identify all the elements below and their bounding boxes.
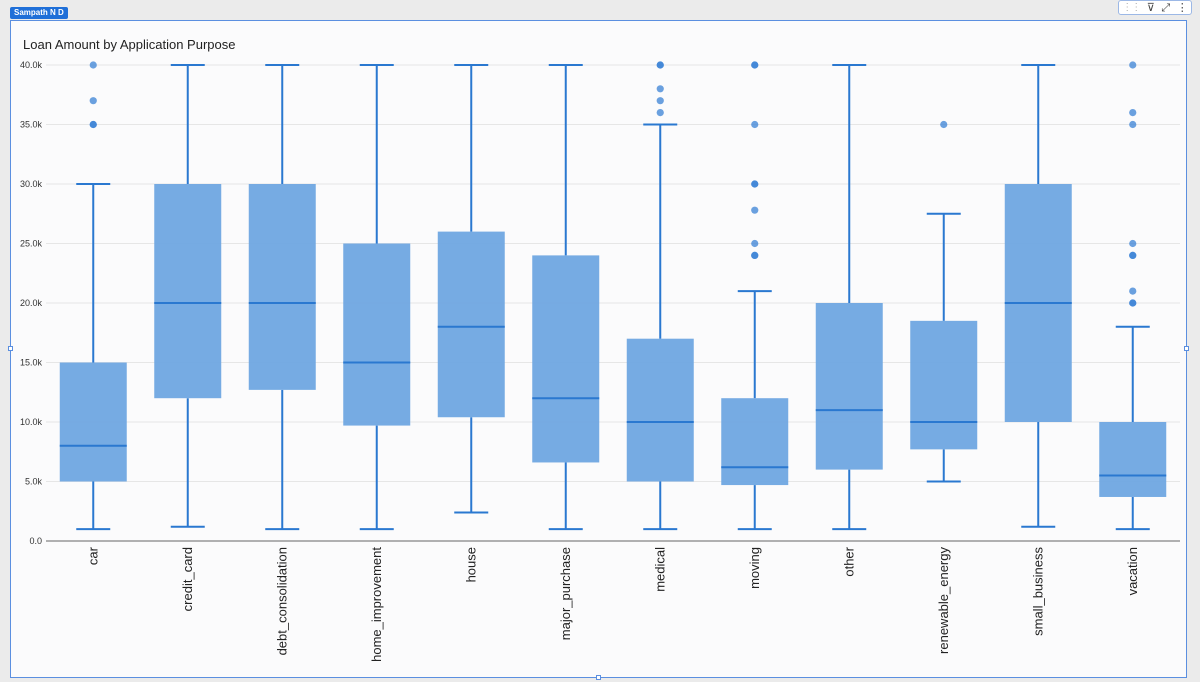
box-moving bbox=[721, 61, 789, 531]
box-body bbox=[815, 303, 883, 470]
outlier-point bbox=[89, 97, 97, 105]
outlier-point bbox=[1129, 109, 1137, 117]
outlier-point bbox=[656, 61, 664, 69]
outlier-point bbox=[656, 97, 664, 105]
outlier-point bbox=[751, 61, 759, 69]
widget-toolbar: ⋮⋮ ⊽ ⤢ ⋮ bbox=[1118, 0, 1192, 15]
outlier-point bbox=[1129, 251, 1137, 259]
y-tick-label: 10.0k bbox=[20, 417, 43, 427]
box-body bbox=[626, 338, 694, 482]
box-house bbox=[437, 64, 505, 514]
x-tick-label: vacation bbox=[1125, 547, 1140, 595]
x-tick-label: house bbox=[463, 547, 478, 582]
outlier-point bbox=[751, 206, 759, 214]
box-body bbox=[721, 398, 789, 486]
x-tick-label: home_improvement bbox=[369, 547, 384, 662]
y-tick-label: 25.0k bbox=[20, 239, 43, 249]
box-car bbox=[59, 61, 127, 531]
box-body bbox=[1099, 422, 1167, 497]
drag-handle-icon[interactable]: ⋮⋮ bbox=[1122, 1, 1141, 13]
outlier-point bbox=[751, 239, 759, 248]
filter-icon[interactable]: ⊽ bbox=[1146, 1, 1155, 14]
outlier-point bbox=[940, 120, 948, 129]
y-tick-label: 20.0k bbox=[20, 298, 43, 308]
box-other bbox=[815, 64, 883, 531]
box-body bbox=[910, 320, 978, 450]
x-tick-label: moving bbox=[747, 547, 762, 589]
y-tick-label: 35.0k bbox=[20, 120, 43, 130]
outlier-point bbox=[1129, 120, 1137, 129]
outlier-point bbox=[1129, 299, 1137, 307]
y-tick-label: 5.0k bbox=[25, 477, 43, 487]
author-tag: Sampath N D bbox=[10, 7, 68, 19]
box-body bbox=[343, 243, 411, 426]
x-tick-label: other bbox=[841, 546, 856, 576]
x-tick-label: medical bbox=[652, 547, 667, 592]
x-tick-label: car bbox=[85, 546, 100, 565]
box-small_business bbox=[1004, 64, 1072, 528]
y-tick-label: 0.0 bbox=[29, 536, 42, 546]
box-body bbox=[248, 184, 316, 390]
box-medical bbox=[626, 61, 694, 531]
y-tick-label: 30.0k bbox=[20, 179, 43, 189]
box-debt_consolidation bbox=[248, 64, 316, 531]
outlier-point bbox=[1129, 61, 1137, 69]
y-tick-label: 15.0k bbox=[20, 358, 43, 368]
outlier-point bbox=[1129, 287, 1137, 295]
outlier-point bbox=[656, 85, 664, 93]
expand-icon[interactable]: ⤢ bbox=[1161, 1, 1171, 14]
chart-title: Loan Amount by Application Purpose bbox=[23, 37, 236, 52]
outlier-point bbox=[89, 120, 97, 129]
outlier-point bbox=[89, 61, 97, 69]
outlier-point bbox=[751, 180, 759, 188]
x-tick-label: debt_consolidation bbox=[274, 547, 289, 655]
outlier-point bbox=[751, 120, 759, 129]
box-body bbox=[59, 362, 127, 482]
outlier-point bbox=[1129, 239, 1137, 248]
box-home_improvement bbox=[343, 64, 411, 531]
box-major_purchase bbox=[532, 64, 600, 531]
outlier-point bbox=[751, 251, 759, 259]
outlier-point bbox=[656, 109, 664, 117]
x-tick-label: credit_card bbox=[180, 547, 195, 611]
box-vacation bbox=[1099, 61, 1167, 531]
resize-handle-left[interactable] bbox=[8, 346, 13, 351]
x-tick-label: renewable_energy bbox=[936, 547, 951, 654]
resize-handle-right[interactable] bbox=[1184, 346, 1189, 351]
more-options-icon[interactable]: ⋮ bbox=[1176, 1, 1188, 14]
box-credit_card bbox=[154, 64, 222, 528]
box-body bbox=[437, 231, 505, 418]
x-tick-label: major_purchase bbox=[558, 547, 573, 640]
box-body bbox=[532, 255, 600, 463]
x-tick-label: small_business bbox=[1030, 547, 1045, 636]
box-body bbox=[154, 184, 222, 399]
resize-handle-bottom[interactable] bbox=[596, 675, 601, 680]
box-renewable_energy bbox=[910, 120, 978, 483]
y-tick-label: 40.0k bbox=[20, 60, 43, 70]
